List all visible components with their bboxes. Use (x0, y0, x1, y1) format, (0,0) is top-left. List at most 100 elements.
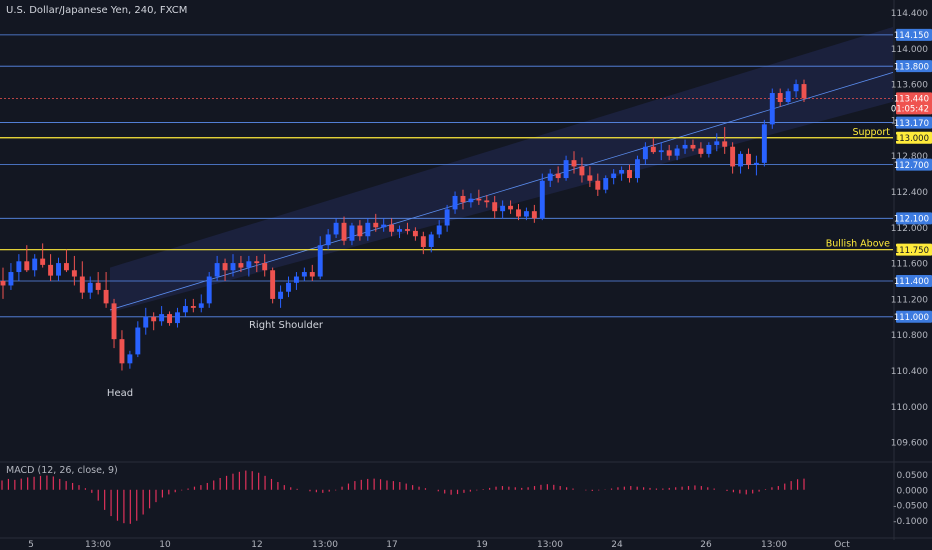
candle (293, 272, 299, 290)
level-price-tag-text: 112.100 (894, 215, 929, 225)
level-annotation: Support (852, 127, 890, 138)
candle-body (373, 222, 379, 228)
candle (143, 307, 149, 335)
price-axis[interactable]: 114.400114.000113.600113.200112.800112.4… (891, 0, 932, 540)
candle (238, 255, 244, 273)
level-price-tag-text: 113.170 (894, 119, 929, 129)
candle-body (666, 150, 672, 156)
candle (531, 204, 537, 223)
candle (103, 272, 109, 308)
candle (722, 127, 728, 154)
price-tick-label: 112.800 (891, 152, 928, 162)
candle-body (769, 93, 775, 125)
time-tick-label: 26 (700, 540, 712, 550)
candle-body (674, 148, 680, 156)
candle-body (412, 230, 418, 237)
candle (63, 249, 69, 273)
candle (16, 254, 22, 281)
candle-body (658, 150, 664, 153)
candle-body (119, 339, 125, 364)
candle-body (785, 91, 791, 102)
candle (95, 272, 101, 295)
candle-body (349, 225, 355, 241)
candle (746, 148, 751, 170)
candle-body (159, 314, 165, 322)
price-tick-label: 112.400 (891, 188, 928, 198)
candle (516, 204, 521, 221)
candle (333, 218, 339, 239)
candle-body (761, 124, 767, 163)
candle-body (484, 200, 490, 203)
candle (79, 261, 85, 299)
candle-body (579, 166, 585, 176)
level-annotation: Bullish Above (826, 239, 890, 250)
candle-body (8, 272, 14, 286)
candle (579, 157, 585, 183)
candle-body (634, 159, 640, 179)
candle-body (214, 263, 220, 277)
macd-tick-label: -0.1000 (893, 517, 928, 527)
candle (468, 193, 474, 208)
candle-body (71, 270, 77, 277)
candle (373, 213, 379, 232)
candle-body (40, 258, 46, 265)
candle (777, 88, 783, 107)
chart-title: U.S. Dollar/Japanese Yen, 240, FXCM (6, 5, 187, 16)
candle (428, 231, 434, 253)
macd-tick-label: 0.0000 (897, 486, 929, 496)
macd-tick-label: -0.0500 (893, 502, 928, 512)
price-tick-label: 114.000 (891, 45, 928, 55)
candle (246, 255, 252, 277)
candle (587, 166, 593, 188)
candle (682, 139, 688, 154)
candle (159, 306, 165, 326)
time-axis[interactable]: 5 13:00 10 12 13:00 17 19 13:00 24 26 13:00 Oct (0, 537, 932, 550)
candle (690, 139, 696, 152)
level-price-tag (896, 60, 932, 73)
candle (753, 155, 759, 176)
candle-body (571, 160, 577, 167)
candle-body (222, 263, 228, 271)
time-tick-label: 17 (386, 540, 397, 550)
candle-body (753, 162, 759, 165)
candle (547, 169, 553, 188)
candle-body (246, 261, 252, 268)
candle-body (420, 236, 426, 247)
candle-body (627, 170, 632, 179)
price-tick-label: 111.600 (891, 260, 928, 270)
candle-body (682, 144, 688, 149)
candle (412, 227, 418, 241)
candle (135, 321, 141, 358)
price-tick-label: 110.400 (891, 367, 928, 377)
candle-body (206, 276, 212, 304)
level-price-tag (896, 28, 932, 41)
level-price-tag (896, 310, 932, 323)
candle (389, 218, 395, 237)
level-price-tag (896, 131, 932, 144)
candle-body (286, 282, 291, 292)
candle-body (397, 229, 402, 232)
candle-body (167, 314, 173, 324)
level-price-tag-text: 111.000 (894, 313, 929, 323)
candle-body (476, 198, 482, 201)
candle-body (531, 211, 537, 219)
candle (286, 276, 291, 298)
candle (214, 255, 220, 281)
candle (254, 255, 260, 273)
candle-body (444, 209, 450, 226)
candle (666, 144, 672, 161)
candle (167, 311, 173, 326)
candle (698, 142, 704, 158)
candle-body (341, 222, 347, 241)
candle (611, 169, 617, 185)
candle (127, 350, 133, 369)
candle-body (56, 263, 61, 276)
candle (785, 88, 791, 104)
candle-body (563, 160, 569, 179)
level-price-tag (896, 243, 932, 256)
candle (206, 272, 212, 308)
candle-body (547, 173, 553, 181)
candle (111, 298, 117, 349)
